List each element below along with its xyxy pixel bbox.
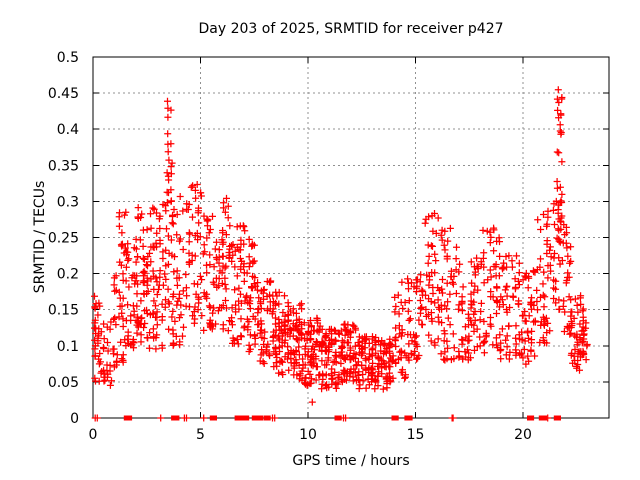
x-axis-label: GPS time / hours bbox=[292, 453, 409, 469]
data-points-layer bbox=[91, 86, 591, 422]
y-tick-label: 0.15 bbox=[48, 303, 79, 319]
axis-layer bbox=[92, 56, 610, 419]
zero-line-marker bbox=[529, 415, 535, 421]
x-tick-label: 15 bbox=[407, 427, 425, 443]
zero-line-marker bbox=[542, 415, 547, 421]
zero-line-marker bbox=[404, 415, 410, 421]
zero-line-marker bbox=[258, 415, 264, 421]
zero-line-marker bbox=[241, 415, 246, 421]
y-tick-label: 0.45 bbox=[48, 86, 79, 102]
y-tick-label: 0.25 bbox=[48, 231, 79, 247]
zero-line-marker bbox=[538, 415, 544, 421]
zero-line-marker bbox=[127, 415, 133, 421]
y-tick-label: 0.4 bbox=[57, 122, 79, 138]
zero-line-marker bbox=[407, 415, 413, 421]
y-tick-label: 0.2 bbox=[57, 267, 79, 283]
x-tick-label: 5 bbox=[196, 427, 205, 443]
x-tick-label: 0 bbox=[89, 427, 98, 443]
y-tick-label: 0 bbox=[70, 411, 79, 427]
zero-line-marker bbox=[393, 415, 399, 421]
zero-line-marker bbox=[556, 415, 561, 421]
zero-line-marker bbox=[265, 415, 271, 421]
zero-line-marker bbox=[251, 415, 257, 421]
zero-line-marker bbox=[237, 415, 243, 421]
y-tick-label: 0.05 bbox=[48, 375, 79, 391]
tick-label-layer: 0 0.05 0.1 0.15 0.2 0.25 0.3 0.35 0.4 0.45 0.5 0 5 10… bbox=[48, 50, 532, 443]
y-tick-label: 0.3 bbox=[57, 194, 79, 210]
zero-line-marker bbox=[174, 415, 180, 421]
scatter-points bbox=[91, 86, 591, 422]
zero-line-marker bbox=[255, 415, 260, 421]
y-tick-label: 0.35 bbox=[48, 158, 79, 174]
x-tick-label: 10 bbox=[299, 427, 317, 443]
y-tick-label: 0.5 bbox=[57, 50, 79, 66]
x-tick-label: 20 bbox=[514, 427, 532, 443]
zero-line-marker bbox=[234, 415, 240, 421]
zero-line-marker bbox=[171, 415, 177, 421]
y-tick-label: 0.1 bbox=[57, 339, 79, 355]
y-axis-label: SRMTID / TECUs bbox=[32, 181, 48, 294]
zero-line-marker bbox=[244, 415, 250, 421]
zero-line-marker bbox=[123, 415, 129, 421]
zero-line-marker bbox=[212, 415, 217, 421]
chart-title: Day 203 of 2025, SRMTID for receiver p42… bbox=[198, 21, 503, 37]
zero-line-marker bbox=[336, 415, 342, 421]
